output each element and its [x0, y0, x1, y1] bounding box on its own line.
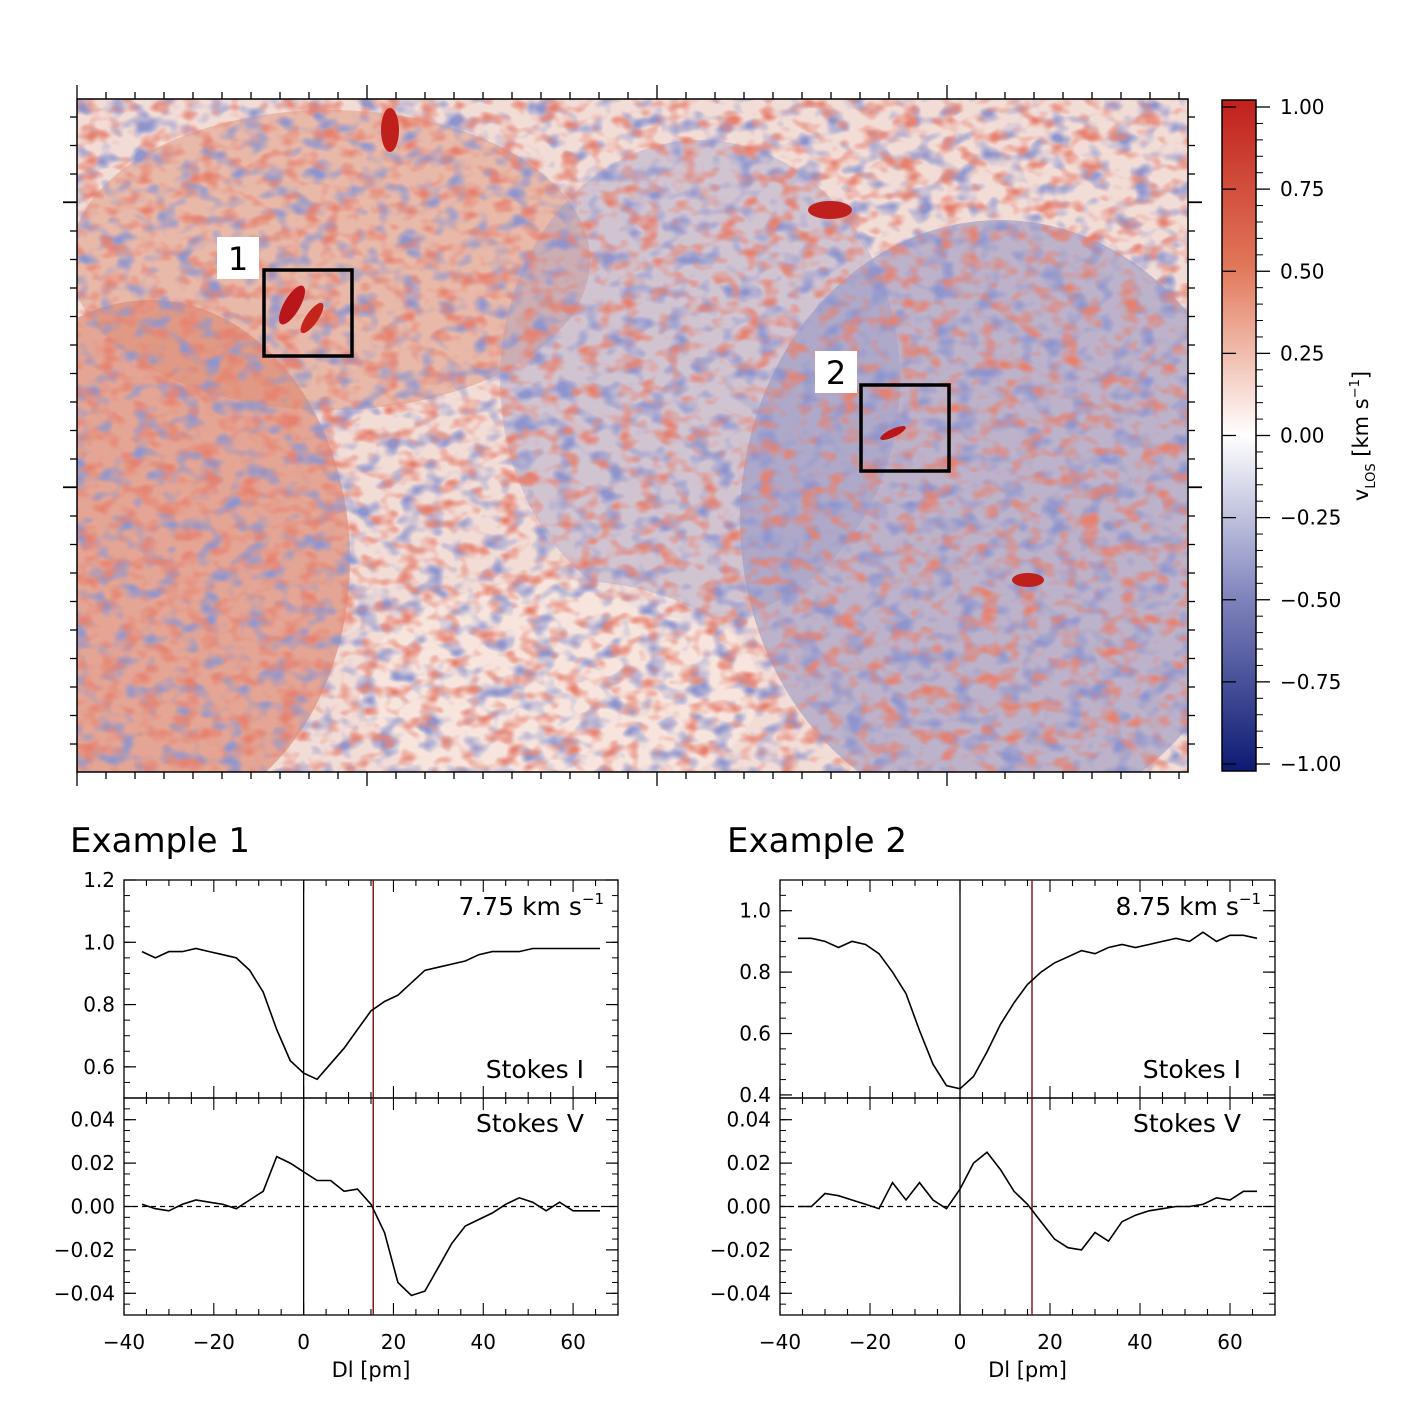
map-texture-red — [77, 99, 1188, 772]
y-tick-label: 0.8 — [739, 960, 771, 984]
box-2-label: 2 — [826, 354, 846, 392]
stokes-i-label: Stokes I — [486, 1055, 584, 1084]
y-tick-label: 0.8 — [83, 993, 115, 1017]
colorbar-tick-label: 0.50 — [1280, 259, 1325, 283]
colorbar-tick-label: −0.50 — [1280, 588, 1341, 612]
stokes-v-profile — [798, 1151, 1257, 1251]
velocity-label: 8.75 km s−1 — [1115, 890, 1261, 921]
velocity-label: 7.75 km s−1 — [458, 890, 604, 921]
y-tick-label: 0.00 — [70, 1195, 115, 1219]
map-feature-red-2 — [300, 302, 324, 334]
colorbar-tick-label: −1.00 — [1280, 752, 1341, 776]
y-tick-label: −0.02 — [710, 1238, 771, 1262]
map-frame — [76, 98, 1189, 773]
map-feature-red-4 — [1012, 573, 1044, 587]
map-feature-red-6 — [381, 108, 399, 152]
map-ticks — [63, 85, 1202, 786]
x-tick-label: 20 — [1037, 1330, 1062, 1354]
y-tick-label: 1.0 — [739, 899, 771, 923]
map-feature-red-1 — [279, 285, 305, 325]
x-tick-label: 20 — [381, 1330, 406, 1354]
velocity-map — [77, 99, 1188, 772]
x-tick-label: −40 — [103, 1330, 145, 1354]
example-1-stokes-i-plot: 0.6 0.8 1.0 1.2 Stokes I — [83, 868, 619, 1099]
y-tick-label: −0.04 — [54, 1281, 115, 1305]
colorbar-label: vLOS [km s−1] — [1348, 371, 1379, 501]
map-feature-red-3 — [880, 426, 906, 440]
stokes-i-label: Stokes I — [1143, 1055, 1241, 1084]
colorbar-tick-label: 0.00 — [1280, 424, 1325, 448]
x-tick-label: 60 — [560, 1330, 585, 1354]
stokes-v-label: Stokes V — [1133, 1109, 1241, 1138]
colorbar-tick-label: −0.75 — [1280, 670, 1341, 694]
box-1-label: 1 — [228, 240, 248, 278]
velocity-value: 8.75 km s — [1115, 892, 1238, 921]
y-tick-label: 1.2 — [83, 868, 115, 892]
example-1-panel: 0.6 0.8 1.0 1.2 Stokes I 0.04 0.02 0.00 −0.02 −0.… — [54, 868, 619, 1382]
box-1-label-bg — [217, 237, 259, 279]
stokes-i-profile — [141, 947, 600, 1081]
velocity-value: 7.75 km s — [458, 892, 581, 921]
colorbar-tick-label: −0.25 — [1280, 506, 1341, 530]
example-2-title: Example 2 — [727, 821, 907, 861]
x-tick-label: 40 — [1127, 1330, 1152, 1354]
x-tick-label: −40 — [759, 1330, 801, 1354]
map-feature-red-5 — [808, 201, 852, 219]
example-1-stokes-v-plot: 0.04 0.02 0.00 −0.02 −0.04 Stokes V — [54, 1097, 619, 1316]
y-tick-label: 0.02 — [70, 1151, 115, 1175]
example-2-stokes-v-plot: 0.04 0.02 0.00 −0.02 −0.04 Stokes V — [710, 1097, 1276, 1316]
velocity-exponent: −1 — [582, 890, 604, 908]
y-tick-label: −0.02 — [54, 1238, 115, 1262]
y-tick-label: 0.00 — [726, 1195, 771, 1219]
x-tick-label: 60 — [1217, 1330, 1242, 1354]
y-tick-label: 0.02 — [726, 1151, 771, 1175]
y-tick-label: 1.0 — [83, 930, 115, 954]
stokes-v-profile — [141, 1155, 600, 1297]
velocity-exponent: −1 — [1239, 890, 1261, 908]
stokes-v-label: Stokes V — [476, 1109, 584, 1138]
y-tick-label: 0.6 — [83, 1055, 115, 1079]
x-axis-label: Dl [pm] — [988, 1358, 1067, 1382]
x-tick-label: 40 — [471, 1330, 496, 1354]
box-1 — [262, 268, 354, 358]
y-tick-label: 0.4 — [739, 1083, 771, 1107]
stokes-i-profile — [798, 931, 1258, 1090]
x-tick-label: −20 — [849, 1330, 891, 1354]
y-tick-label: 0.04 — [726, 1108, 771, 1132]
line-plots: 0.6 0.8 1.0 1.2 Stokes I 0.04 0.02 0.00 −0.02 −0.… — [54, 868, 1276, 1382]
y-tick-label: 0.6 — [739, 1022, 771, 1046]
x-tick-label: 0 — [297, 1330, 310, 1354]
x-axis-label: Dl [pm] — [332, 1358, 411, 1382]
example-1-title: Example 1 — [70, 821, 250, 861]
y-tick-label: −0.04 — [710, 1281, 771, 1305]
box-2-label-bg — [815, 351, 857, 393]
example-2-panel: 0.4 0.6 0.8 1.0 Stokes I 0.04 0.02 0.00 −0.02 −0.… — [710, 879, 1276, 1382]
x-tick-label: −20 — [193, 1330, 235, 1354]
x-tick-label: 0 — [954, 1330, 967, 1354]
colorbar-tick-label: 0.75 — [1280, 177, 1325, 201]
y-tick-label: 0.04 — [70, 1108, 115, 1132]
colorbar-tick-label: 1.00 — [1280, 95, 1325, 119]
box-2 — [859, 383, 951, 473]
example-2-stokes-i-plot: 0.4 0.6 0.8 1.0 Stokes I — [739, 879, 1276, 1107]
colorbar-tick-label: 0.25 — [1280, 341, 1325, 365]
colorbar-ticks: 1.00 0.75 0.50 0.25 0.00 −0.25 −0.50 −0.75 −1.00 — [1222, 95, 1341, 776]
